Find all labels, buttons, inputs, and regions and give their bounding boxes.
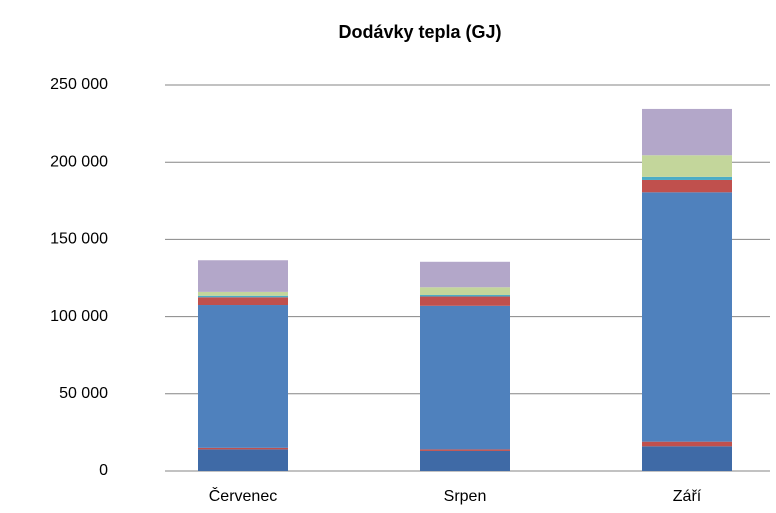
x-tick-label: Září: [673, 488, 702, 505]
bar-segment: [198, 297, 288, 306]
bar-segment: [642, 176, 732, 180]
y-tick-label: 0: [99, 462, 108, 479]
bar-segment: [642, 108, 732, 156]
x-tick-label: Srpen: [444, 488, 487, 505]
bar-segment: [198, 305, 288, 448]
y-tick-label: 50 000: [59, 385, 108, 402]
y-tick-label: 150 000: [50, 231, 108, 248]
bar-segment: [198, 449, 288, 471]
bar-segment: [420, 296, 510, 306]
bar-segment: [420, 449, 510, 451]
bar-segment: [420, 294, 510, 297]
bar-segment: [198, 291, 288, 296]
bar-segment: [642, 155, 732, 177]
chart-title: Dodávky tepla (GJ): [338, 22, 501, 42]
y-tick-label: 250 000: [50, 76, 108, 93]
bar-segment: [420, 261, 510, 288]
bar-segment: [642, 192, 732, 442]
bar-segment: [642, 441, 732, 447]
y-tick-label: 200 000: [50, 153, 108, 170]
x-tick-label: Červenec: [209, 486, 277, 505]
bar-segment: [198, 260, 288, 292]
bar-segment: [420, 287, 510, 295]
bar-segment: [420, 450, 510, 471]
bar-segment: [198, 447, 288, 450]
bar-segment: [642, 179, 732, 193]
y-tick-label: 100 000: [50, 308, 108, 325]
bar-segment: [642, 446, 732, 471]
bar-segment: [198, 295, 288, 298]
bar-segment: [420, 305, 510, 450]
